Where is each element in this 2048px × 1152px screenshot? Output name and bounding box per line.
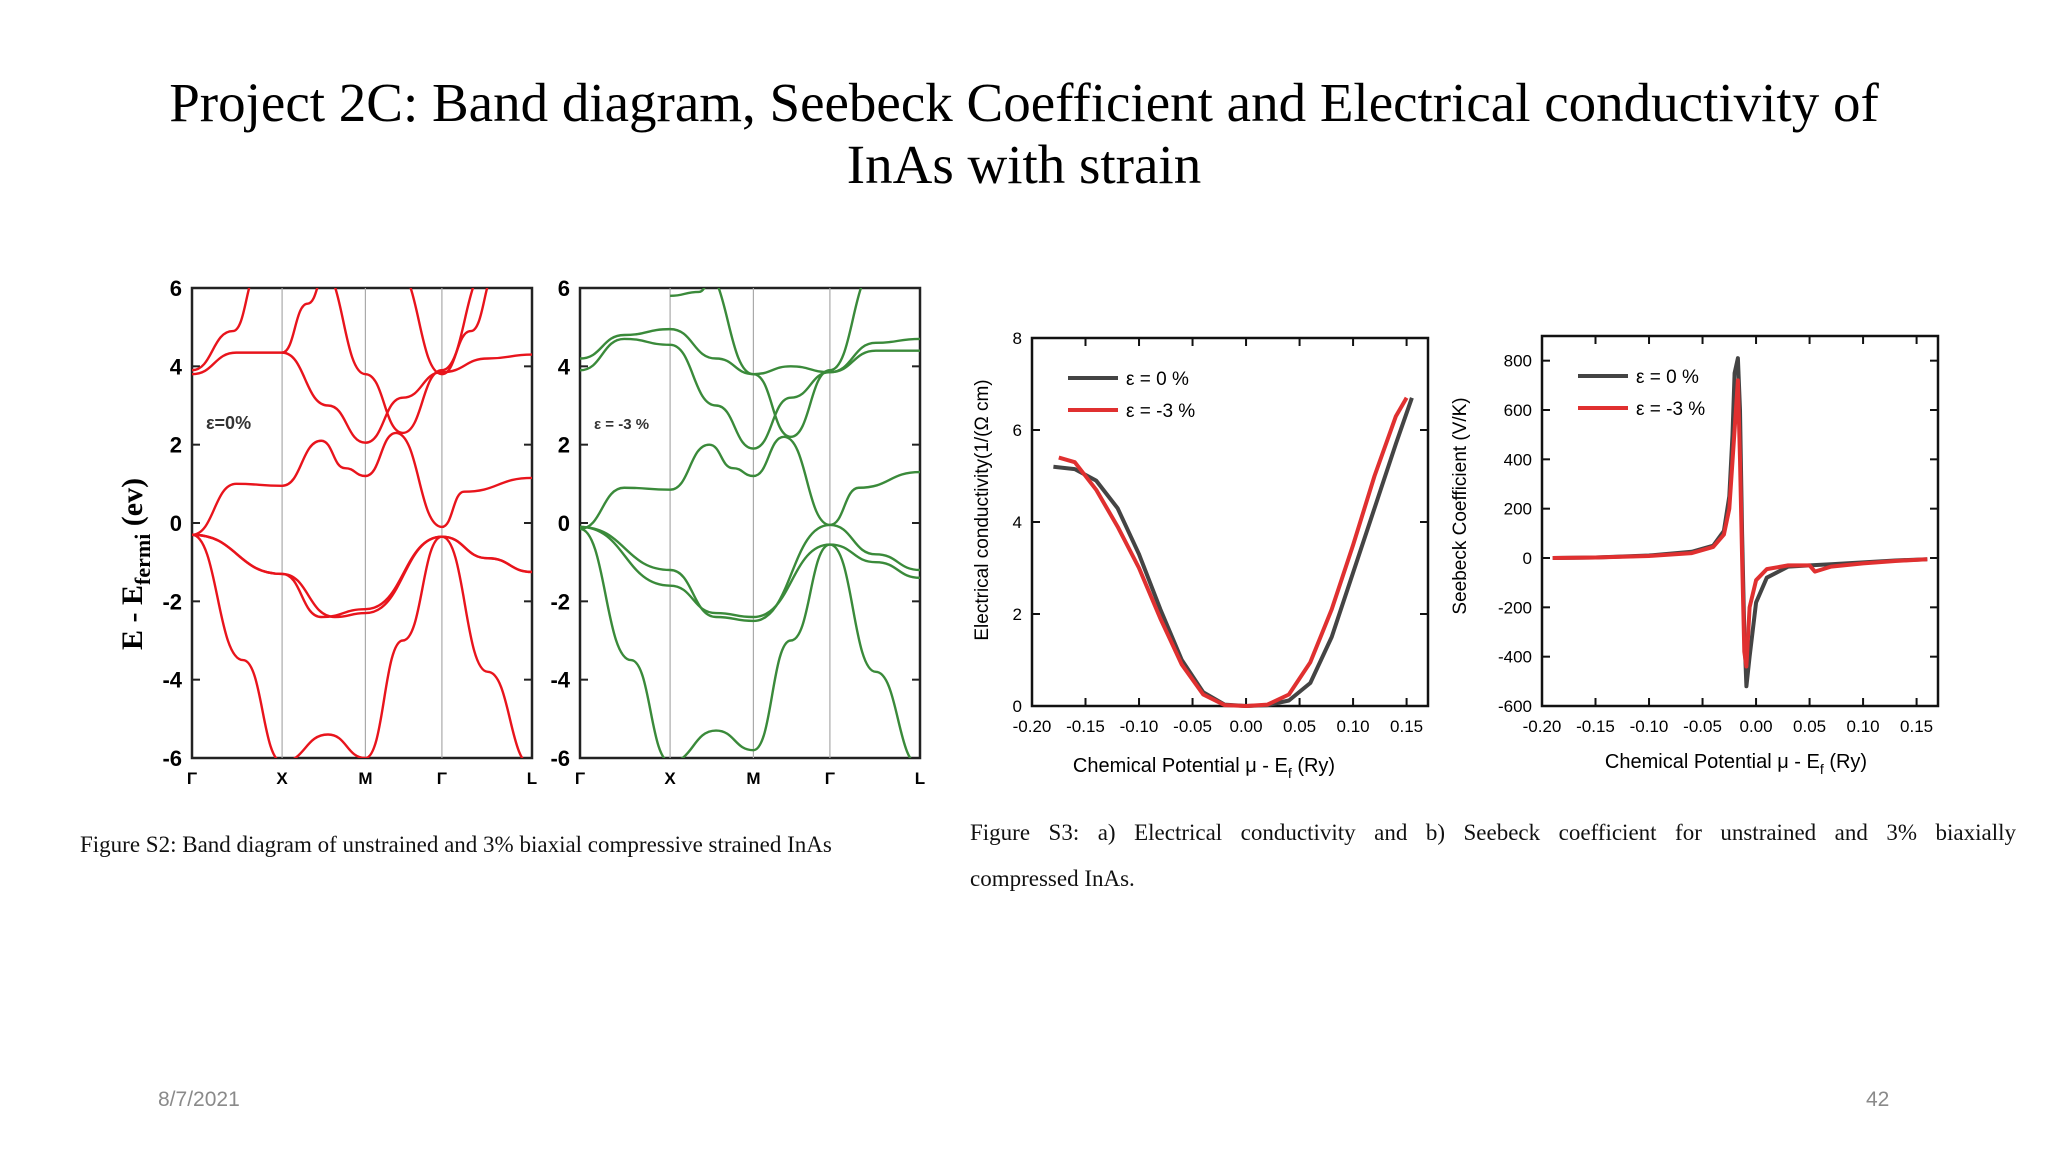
conductivity-ytick-label: 2: [1013, 605, 1022, 624]
band-line: [409, 288, 489, 376]
conductivity-ytick-label: 8: [1013, 329, 1022, 348]
slide-title: Project 2C: Band diagram, Seebeck Coeffi…: [100, 72, 1948, 196]
seebeck-xlabel: Chemical Potential μ - Ef (Ry): [1605, 751, 1867, 777]
seebeck-ylabel: Seebeck Coefficient (V/K): [1450, 397, 1471, 614]
band-line: [333, 288, 475, 435]
band-ytick-label: 0: [170, 511, 182, 536]
band-line: [281, 288, 319, 354]
band-line: [670, 288, 706, 298]
band-strained-panel: 6 4 2 0 -2 -4 -6 Γ X M Γ Lε = -3 %: [550, 276, 925, 788]
band-ytick-label: -6: [550, 746, 570, 771]
conductivity-ytick-label: 6: [1013, 421, 1022, 440]
band-line: [192, 533, 524, 758]
band-line: [192, 351, 532, 444]
seebeck-ytick-label: -200: [1498, 598, 1532, 617]
band-line: [192, 288, 251, 372]
strain-annotation: ε=0%: [206, 413, 251, 433]
title-line-2: InAs with strain: [846, 134, 1202, 195]
seebeck-chart: -0.20 -0.15 -0.10 -0.05 0.00 0.05 0.10 0.15 -600…: [1450, 334, 1940, 777]
seebeck-xtick-label: 0.00: [1740, 717, 1773, 736]
conductivity-ytick-label: 0: [1013, 697, 1022, 716]
kpoint-label: M: [746, 769, 760, 788]
band-ylabel: E - Efermi (ev): [116, 478, 155, 650]
band-unstrained-panel: 6 4 2 0 -2 -4 -6 Γ X M Γ Lε=0%: [162, 276, 537, 788]
conductivity-ylabel: Electrical conductivity(1/(Ω cm): [972, 379, 993, 640]
kpoint-label: L: [527, 769, 537, 788]
conductivity-xtick-label: -0.20: [1013, 717, 1052, 736]
band-ytick-label: -4: [550, 668, 570, 693]
band-ytick-label: -2: [550, 589, 570, 614]
band-line: [192, 533, 532, 619]
conductivity-series-0: [1053, 397, 1414, 708]
kpoint-label: Γ: [575, 769, 585, 788]
seebeck-ytick-label: 800: [1504, 352, 1532, 371]
conductivity-legend-label: ε = -3 %: [1126, 401, 1195, 422]
band-line: [580, 327, 920, 376]
kpoint-label: X: [664, 769, 676, 788]
conductivity-series-1: [1058, 396, 1409, 708]
band-ytick-label: -2: [162, 589, 182, 614]
seebeck-legend-label: ε = -3 %: [1636, 399, 1705, 420]
seebeck-xtick-label: -0.20: [1523, 717, 1562, 736]
strain-annotation: ε = -3 %: [594, 416, 649, 433]
band-line: [580, 435, 920, 531]
seebeck-xtick-label: -0.05: [1683, 717, 1722, 736]
seebeck-series-1: [1552, 378, 1928, 669]
conductivity-xtick-label: -0.05: [1173, 717, 1212, 736]
conductivity-legend-label: ε = 0 %: [1126, 369, 1189, 390]
seebeck-ytick-label: -400: [1498, 648, 1532, 667]
slide-number: 42: [1866, 1088, 1890, 1111]
conductivity-xlabel: Chemical Potential μ - Ef (Ry): [1073, 755, 1335, 781]
kpoint-label: Γ: [437, 769, 447, 788]
seebeck-xtick-label: -0.10: [1630, 717, 1669, 736]
conductivity-xtick-label: -0.15: [1066, 717, 1105, 736]
caption-figure-s3: Figure S3: a) Electrical conductivity an…: [970, 820, 2016, 845]
seebeck-frame: [1540, 334, 1940, 708]
seebeck-xtick-label: 0.15: [1900, 717, 1933, 736]
band-ytick-label: 4: [558, 354, 571, 379]
seebeck-ytick-label: 400: [1504, 450, 1532, 469]
band-line: [580, 525, 920, 619]
seebeck-legend-label: ε = 0 %: [1636, 367, 1699, 388]
caption-figure-s2: Figure S2: Band diagram of unstrained an…: [80, 832, 832, 857]
band-line: [580, 523, 920, 623]
conductivity-xtick-label: -0.10: [1120, 717, 1159, 736]
band-ytick-label: 4: [170, 354, 183, 379]
kpoint-label: X: [276, 769, 288, 788]
conductivity-xtick-label: 0.10: [1337, 717, 1370, 736]
seebeck-xtick-label: 0.05: [1793, 717, 1826, 736]
conductivity-ytick-label: 4: [1013, 513, 1022, 532]
band-line: [192, 431, 532, 536]
kpoint-label: M: [358, 769, 372, 788]
band-line: [580, 527, 912, 758]
seebeck-ytick-label: 600: [1504, 401, 1532, 420]
band-ytick-label: 6: [170, 276, 182, 301]
kpoint-label: L: [915, 769, 925, 788]
band-frame-1: [578, 286, 922, 760]
band-ytick-label: 2: [170, 433, 182, 458]
seebeck-xtick-label: -0.15: [1576, 717, 1615, 736]
band-diagram-figure: 6 4 2 0 -2 -4 -6 Γ X M Γ Lε=0% 6 4 2 0 -2 -4 -6 Γ X M Γ Lε = -…: [116, 276, 925, 788]
band-line: [580, 337, 920, 450]
conductivity-xtick-label: 0.15: [1390, 717, 1423, 736]
seebeck-ytick-label: 0: [1523, 549, 1532, 568]
band-ytick-label: 2: [558, 433, 570, 458]
slide-date: 8/7/2021: [158, 1088, 240, 1111]
conductivity-chart: -0.20 -0.15 -0.10 -0.05 0.00 0.05 0.10 0.15 0 2 4 6…: [972, 329, 1430, 781]
conductivity-xtick-label: 0.00: [1230, 717, 1263, 736]
band-ytick-label: -6: [162, 746, 182, 771]
band-line: [717, 288, 863, 439]
caption-figure-s3-continued: compressed InAs.: [970, 866, 1135, 891]
kpoint-label: Γ: [825, 769, 835, 788]
seebeck-ytick-label: 200: [1504, 500, 1532, 519]
band-ytick-label: 0: [558, 511, 570, 536]
band-line: [192, 533, 532, 619]
kpoint-label: Γ: [187, 769, 197, 788]
band-ytick-label: 6: [558, 276, 570, 301]
conductivity-xtick-label: 0.05: [1283, 717, 1316, 736]
seebeck-xtick-label: 0.10: [1847, 717, 1880, 736]
title-line-1: Project 2C: Band diagram, Seebeck Coeffi…: [169, 72, 1879, 133]
band-ytick-label: -4: [162, 668, 182, 693]
seebeck-ytick-label: -600: [1498, 697, 1532, 716]
